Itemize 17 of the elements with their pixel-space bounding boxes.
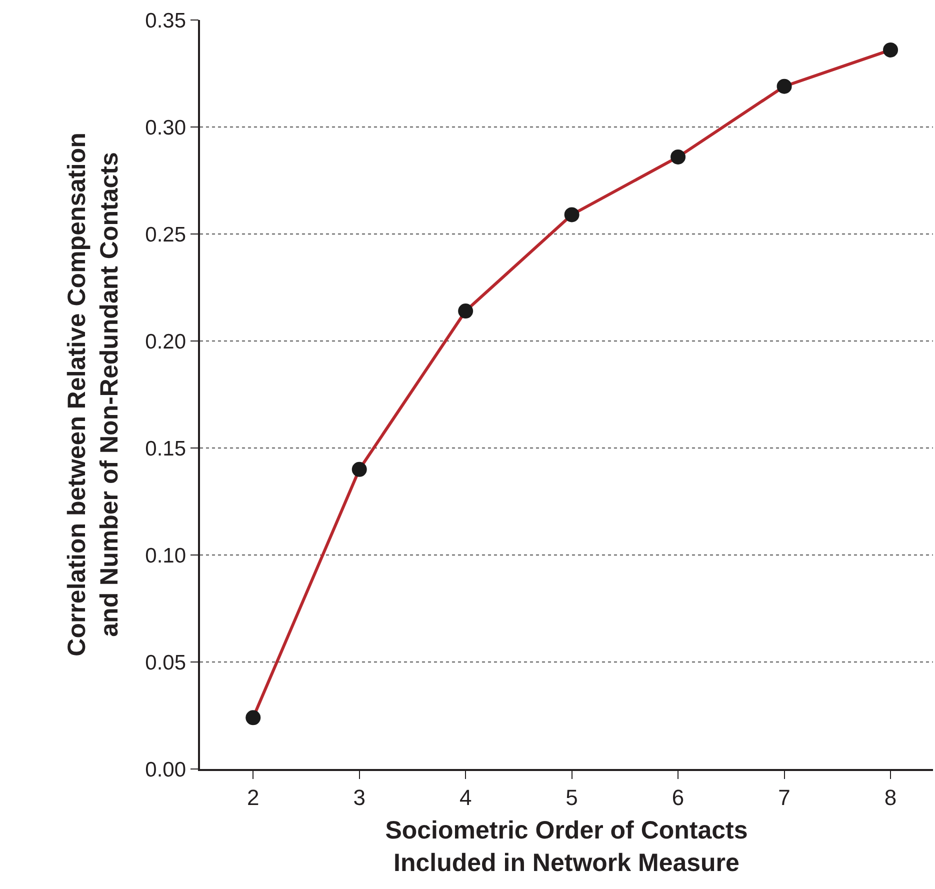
y-tick-label: 0.15 bbox=[145, 437, 186, 460]
y-tick-label: 0.00 bbox=[145, 758, 186, 782]
y-tick-label: 0.30 bbox=[145, 116, 186, 140]
x-tick-label: 6 bbox=[672, 785, 684, 810]
y-axis-title: Correlation between Relative Compensation and Number of Non-Redundant Contacts bbox=[62, 132, 124, 656]
y-tick-label: 0.20 bbox=[145, 330, 186, 354]
y-tick-label: 0.10 bbox=[145, 544, 186, 568]
y-tick-label: 0.35 bbox=[145, 9, 186, 32]
x-tick-label: 8 bbox=[884, 785, 897, 810]
x-axis-title: Sociometric Order of Contacts Included in Network Measure bbox=[385, 816, 748, 878]
x-tick-label: 2 bbox=[246, 785, 260, 810]
x-tick-label: 4 bbox=[459, 785, 472, 810]
x-tick-label: 5 bbox=[566, 785, 578, 810]
x-tick-label: 7 bbox=[778, 785, 790, 810]
y-tick-label: 0.25 bbox=[145, 223, 186, 246]
x-tick-label: 3 bbox=[353, 785, 366, 810]
y-tick-label: 0.05 bbox=[145, 651, 186, 674]
